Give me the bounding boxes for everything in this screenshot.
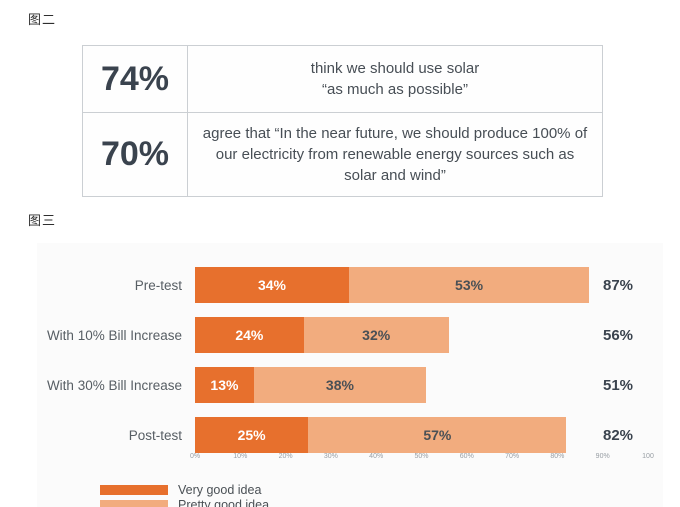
bar-stack: 13% 38% (195, 367, 426, 403)
legend-swatch (100, 484, 168, 495)
stats-table: 74% think we should use solar “as much a… (82, 45, 603, 197)
bar-segment-very-good-idea: 25% (195, 417, 309, 453)
category-label: Post-test (128, 427, 182, 443)
stats-table-row: 74% think we should use solar “as much a… (83, 46, 602, 112)
legend-label: Very good idea (178, 482, 262, 497)
bar-segment-very-good-idea: 13% (195, 367, 254, 403)
bar-segment-pretty-good-idea: 53% (349, 267, 590, 303)
bar-stack: 24% 32% (195, 317, 449, 353)
axis-tick-label: 100 (642, 453, 654, 460)
figure2-caption: 图二 (28, 12, 57, 27)
axis-tick-label: 60% (459, 453, 474, 460)
bar-segment-very-good-idea: 24% (195, 317, 304, 353)
legend-row: Very good idea (100, 482, 269, 497)
legend-row: Pretty good idea (100, 497, 269, 507)
chart-row: Post-test 25% 57% 82% (37, 417, 663, 453)
bar-segment-pretty-good-idea: 38% (253, 367, 426, 403)
legend-label: Pretty good idea (178, 497, 270, 507)
stacked-bar-chart: Pre-test 34% 53% 87% With 10% Bill Increase 2… (37, 243, 663, 507)
bar-segment-pretty-good-idea: 32% (303, 317, 449, 353)
legend-swatch (100, 499, 168, 507)
stat-text-renewable-agree: agree that “In the near future, we shoul… (202, 124, 588, 185)
axis-tick-label: 80% (550, 453, 565, 460)
axis-tick-label: 40% (369, 453, 384, 460)
axis-tick-label: 70% (505, 453, 520, 460)
bar-segment-pretty-good-idea: 57% (308, 417, 567, 453)
category-label: With 10% Bill Increase (46, 327, 182, 343)
chart-row: With 30% Bill Increase 13% 38% 51% (37, 367, 663, 403)
category-label: Pre-test (134, 277, 182, 293)
x-axis: 0% 10% 20% 30% 40% 50% 60% 70% 80% 90% 100 (37, 453, 663, 465)
axis-tick-label: 30% (323, 453, 338, 460)
figure3-caption: 图三 (28, 213, 57, 228)
axis-tick-label: 20% (278, 453, 293, 460)
chart-row: Pre-test 34% 53% 87% (37, 267, 663, 303)
axis-tick-label: 90% (595, 453, 610, 460)
chart-row: With 10% Bill Increase 24% 32% 56% (37, 317, 663, 353)
stat-value-solar-use: 74% (83, 46, 188, 112)
bar-stack: 34% 53% (195, 267, 590, 303)
stat-value-renewable-agree: 70% (83, 113, 188, 196)
total-label: 82% (603, 426, 634, 444)
bar-segment-very-good-idea: 34% (195, 267, 350, 303)
total-label: 87% (603, 276, 634, 294)
chart-legend: Very good idea Pretty good idea (100, 482, 269, 507)
axis-tick-label: 0% (189, 453, 201, 460)
axis-tick-label: 10% (233, 453, 248, 460)
stats-table-row: 70% agree that “In the near future, we s… (83, 112, 602, 196)
total-label: 51% (603, 376, 634, 394)
stat-text-solar-use: think we should use solar “as much as po… (310, 59, 480, 98)
total-label: 56% (603, 326, 634, 344)
bar-stack: 25% 57% (195, 417, 567, 453)
chart-rows: Pre-test 34% 53% 87% With 10% Bill Increase 2… (37, 267, 663, 467)
axis-tick-label: 50% (414, 453, 429, 460)
category-label: With 30% Bill Increase (46, 377, 182, 393)
